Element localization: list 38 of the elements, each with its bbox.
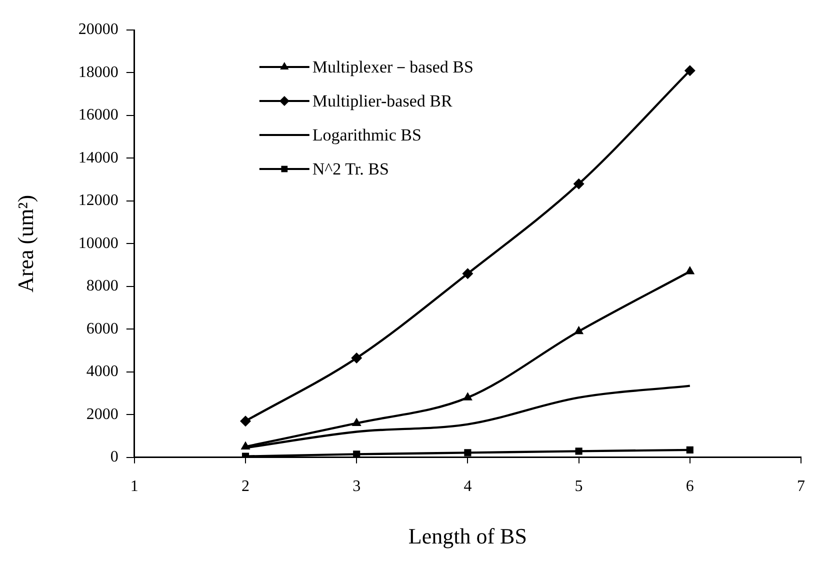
legend-label: Logarithmic BS bbox=[312, 125, 422, 144]
point bbox=[240, 441, 250, 450]
point bbox=[684, 65, 696, 76]
y-tick-label: 8000 bbox=[86, 278, 118, 295]
point bbox=[685, 266, 695, 274]
x-tick-label: 7 bbox=[797, 478, 805, 496]
point bbox=[574, 326, 584, 334]
y-tick-label: 20000 bbox=[78, 21, 118, 38]
point bbox=[686, 446, 694, 454]
x-tick-label: 2 bbox=[242, 478, 250, 496]
x-tick-label: 6 bbox=[686, 478, 694, 496]
point bbox=[573, 178, 584, 190]
point bbox=[575, 448, 582, 455]
y-tick-label: 16000 bbox=[78, 106, 118, 124]
point bbox=[351, 352, 362, 364]
y-tick-label: 10000 bbox=[78, 234, 118, 252]
x-axis-title: Length of BS bbox=[408, 524, 527, 549]
legend-label: Multiplier-based BR bbox=[312, 91, 453, 110]
x-tick-label: 1 bbox=[130, 478, 138, 496]
x-tick-label: 4 bbox=[464, 478, 472, 496]
legend-label: Multiplexer－based BS bbox=[312, 57, 474, 76]
legend-label: N^2 Tr. BS bbox=[312, 159, 389, 178]
point bbox=[464, 449, 472, 456]
point bbox=[352, 418, 362, 426]
point bbox=[462, 268, 474, 280]
y-tick-label: 6000 bbox=[86, 320, 118, 338]
point bbox=[240, 416, 251, 427]
y-tick-label: 2000 bbox=[86, 406, 118, 423]
y-tick-label: 14000 bbox=[78, 149, 118, 166]
point bbox=[462, 392, 472, 400]
y-tick-label: 4000 bbox=[86, 363, 118, 380]
y-tick-label: 12000 bbox=[78, 192, 118, 210]
y-axis-title: Area (um²) bbox=[12, 194, 38, 293]
y-tick-label: 0 bbox=[110, 448, 118, 466]
point bbox=[353, 450, 360, 458]
y-tick-label: 18000 bbox=[78, 64, 118, 81]
x-tick-label: 3 bbox=[352, 478, 361, 496]
x-tick-label: 5 bbox=[574, 478, 583, 496]
